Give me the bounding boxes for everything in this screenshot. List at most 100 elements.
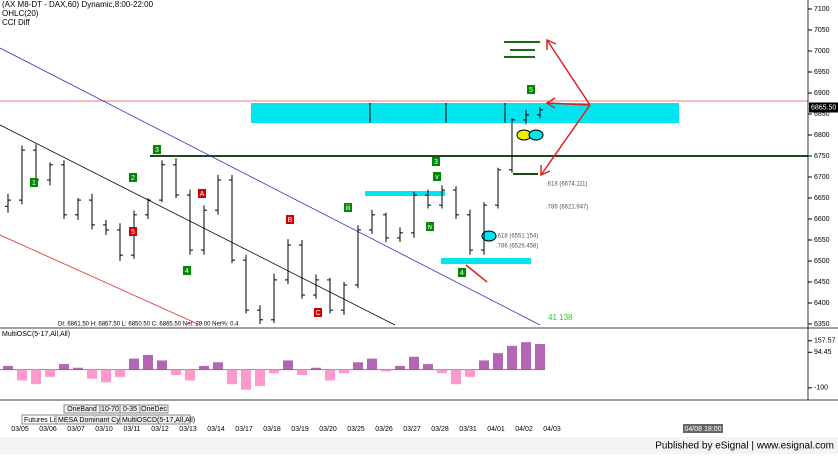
chart-title: (AX M8-DT - DAX,60) Dynamic,8:00-22:00 <box>2 0 154 9</box>
y-tick-label: 7000 <box>814 48 830 55</box>
wave-box <box>286 215 294 224</box>
x-tick-label: 03/20 <box>319 426 337 433</box>
fib-label: .786 (6621.947) <box>546 205 588 211</box>
x-tick-label: 03/07 <box>67 426 85 433</box>
zone <box>365 191 445 196</box>
wave-box <box>183 266 191 275</box>
wave-label: 4 <box>460 270 464 277</box>
osc-bar <box>269 369 279 374</box>
tab[interactable] <box>119 414 191 425</box>
osc-bar <box>339 369 349 374</box>
osc-bar <box>31 369 41 385</box>
osc-bar <box>283 360 293 370</box>
cursor-time-box <box>683 424 723 433</box>
zone <box>441 258 531 264</box>
marker <box>481 230 497 242</box>
osc-bar <box>17 369 27 381</box>
y-tick-label: 7100 <box>814 6 830 13</box>
x-tick-label: 03/31 <box>459 426 477 433</box>
osc-title: MultiOSC(5-17,All,All) <box>2 331 70 338</box>
osc-bar <box>381 369 391 372</box>
footer: Published by eSignal | www.esignal.com <box>655 441 834 452</box>
wave-box <box>426 222 434 231</box>
wave-box <box>314 308 322 317</box>
wave-box <box>129 227 137 236</box>
osc-bar <box>199 365 209 370</box>
wave-box <box>198 189 206 198</box>
wave-box <box>153 145 161 154</box>
osc-bar <box>227 369 237 385</box>
x-tick-label: 03/05 <box>11 426 29 433</box>
x-tick-label: 03/06 <box>39 426 57 433</box>
wave-box <box>129 173 137 182</box>
x-tick-label: 03/18 <box>263 426 281 433</box>
osc-tick-label: 94.45 <box>814 349 832 356</box>
channel-line <box>0 124 396 326</box>
channel-line <box>0 47 541 326</box>
osc-bar <box>73 367 83 370</box>
wave-box <box>344 203 352 212</box>
tab-label[interactable]: Futures Live <box>24 417 63 424</box>
x-tick-label: 03/14 <box>207 426 225 433</box>
price-tag-label: 6865.50 <box>811 104 836 111</box>
y-tick-label: 6550 <box>814 237 830 244</box>
x-tick-label: 03/27 <box>403 426 421 433</box>
osc-bar <box>367 358 377 370</box>
x-tick-label: 04/02 <box>515 426 533 433</box>
osc-bar <box>479 360 489 370</box>
y-tick-label: 6950 <box>814 69 830 76</box>
osc-bar <box>185 369 195 381</box>
y-tick-label: 6600 <box>814 216 830 223</box>
osc-bar <box>143 354 153 370</box>
x-tick-label: 03/25 <box>347 426 365 433</box>
y-tick-label: 7050 <box>814 27 830 34</box>
y-tick-label: 6850 <box>814 111 830 118</box>
osc-bar <box>171 369 181 376</box>
wave-label: iv <box>427 224 433 231</box>
y-tick-label: 6700 <box>814 174 830 181</box>
tab-label[interactable]: MultiOSCD(5-17,All,All) <box>122 417 195 424</box>
osc-bar <box>255 369 265 387</box>
osc-bar <box>213 362 223 370</box>
button-label[interactable]: 10-70 <box>101 406 119 413</box>
button-label[interactable]: OneBand <box>67 406 97 413</box>
osc-bar <box>115 369 125 377</box>
osc-bar <box>157 360 167 370</box>
button-label[interactable]: 0-35 <box>123 406 137 413</box>
x-tick-label: 03/10 <box>95 426 113 433</box>
osc-bar <box>507 345 517 370</box>
fib-label: .618 (6674.111) <box>546 182 587 188</box>
study-label: CCI Diff <box>2 18 31 27</box>
osc-bar <box>535 343 545 370</box>
osc-bar <box>241 369 251 390</box>
y-tick-label: 6400 <box>814 300 830 307</box>
x-tick-label: 03/28 <box>431 426 449 433</box>
osc-bar <box>3 365 13 370</box>
wave-label: 3 <box>155 147 159 154</box>
y-tick-label: 6450 <box>814 279 830 286</box>
zone <box>251 103 679 123</box>
button-label[interactable]: OneDec <box>141 406 167 413</box>
x-tick-label: 04/01 <box>487 426 505 433</box>
x-tick-label: 03/19 <box>291 426 309 433</box>
x-tick-label: 03/13 <box>179 426 197 433</box>
wave-label: 3 <box>434 159 438 166</box>
osc-bar <box>311 367 321 370</box>
tab-label[interactable]: MESA Dominant Cycle <box>58 417 129 424</box>
x-tick-label: 03/12 <box>151 426 169 433</box>
x-tick-label: 03/11 <box>124 426 141 433</box>
study-label: OHLC(20) <box>2 9 39 18</box>
footer-bar <box>0 437 838 454</box>
button[interactable] <box>139 404 169 414</box>
osc-bar <box>451 369 461 385</box>
wave-label: A <box>200 191 205 198</box>
wave-label: B <box>288 217 293 224</box>
wave-label: C <box>315 310 320 317</box>
y-tick-label: 6750 <box>814 153 830 160</box>
x-tick-label: 03/26 <box>375 426 393 433</box>
x-tick-label: 03/17 <box>235 426 253 433</box>
osc-bar <box>437 369 447 374</box>
